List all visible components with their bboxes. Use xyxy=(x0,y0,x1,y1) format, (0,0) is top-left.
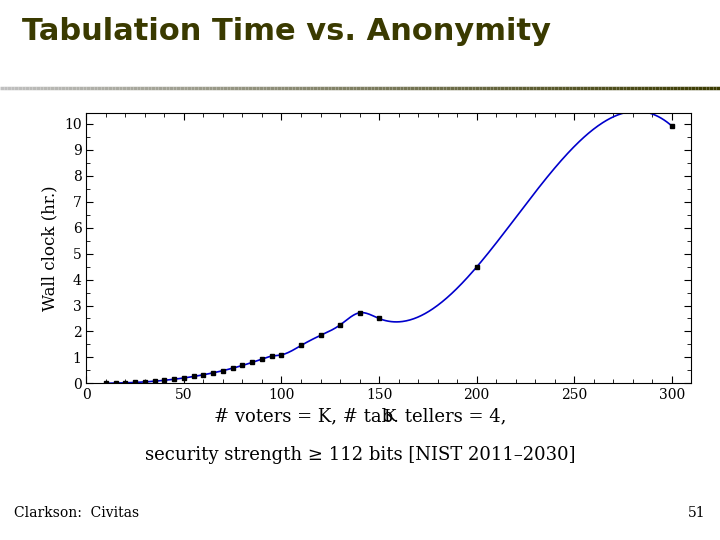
Text: 51: 51 xyxy=(688,506,706,520)
Text: security strength ≥ 112 bits [NIST 2011–2030]: security strength ≥ 112 bits [NIST 2011–… xyxy=(145,446,575,464)
X-axis label: K: K xyxy=(382,408,395,425)
Text: # voters = K, # tab. tellers = 4,: # voters = K, # tab. tellers = 4, xyxy=(214,407,506,425)
Text: Clarkson:  Civitas: Clarkson: Civitas xyxy=(14,506,140,520)
Y-axis label: Wall clock (hr.): Wall clock (hr.) xyxy=(41,186,58,311)
Text: Tabulation Time vs. Anonymity: Tabulation Time vs. Anonymity xyxy=(22,17,551,45)
